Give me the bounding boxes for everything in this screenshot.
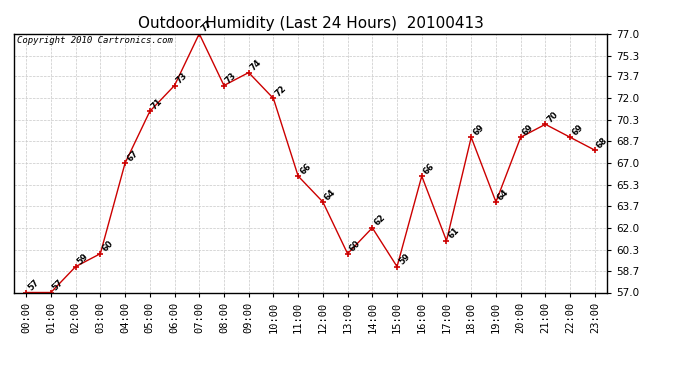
Text: 66: 66 [422, 161, 437, 176]
Text: 73: 73 [175, 71, 189, 86]
Text: 62: 62 [373, 213, 387, 228]
Text: 69: 69 [570, 123, 584, 137]
Text: 61: 61 [446, 226, 461, 241]
Text: 64: 64 [323, 187, 337, 202]
Text: 69: 69 [521, 123, 535, 137]
Text: 68: 68 [595, 136, 609, 150]
Text: 57: 57 [26, 278, 41, 292]
Text: 60: 60 [100, 239, 115, 254]
Text: 71: 71 [150, 97, 164, 111]
Text: 66: 66 [298, 161, 313, 176]
Text: 77: 77 [199, 19, 214, 34]
Text: 64: 64 [496, 187, 511, 202]
Title: Outdoor Humidity (Last 24 Hours)  20100413: Outdoor Humidity (Last 24 Hours) 2010041… [137, 16, 484, 31]
Text: 67: 67 [125, 148, 139, 163]
Text: 72: 72 [273, 84, 288, 99]
Text: 57: 57 [51, 278, 66, 292]
Text: 59: 59 [76, 252, 90, 267]
Text: 60: 60 [348, 239, 362, 254]
Text: 74: 74 [248, 58, 264, 73]
Text: 59: 59 [397, 252, 412, 267]
Text: Copyright 2010 Cartronics.com: Copyright 2010 Cartronics.com [17, 36, 172, 45]
Text: 70: 70 [545, 110, 560, 125]
Text: 69: 69 [471, 123, 486, 137]
Text: 73: 73 [224, 71, 239, 86]
